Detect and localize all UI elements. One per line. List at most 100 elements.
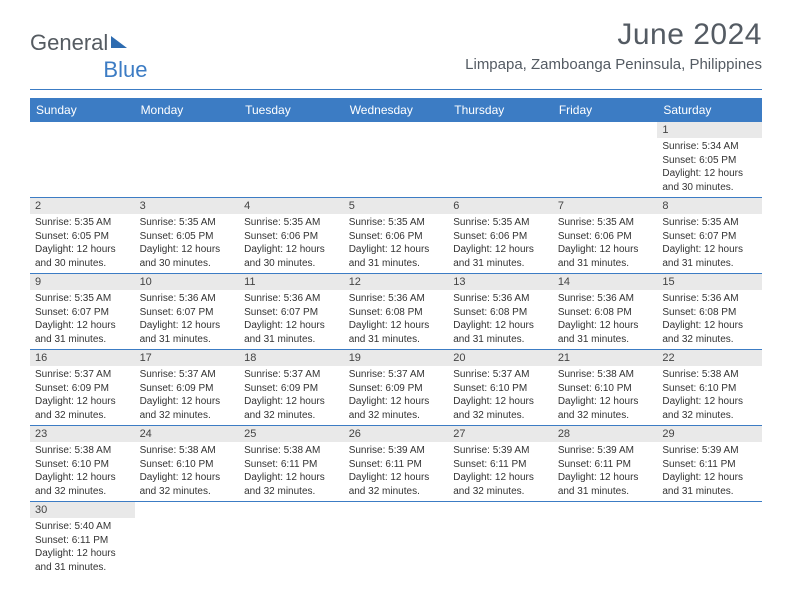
day-number bbox=[30, 122, 135, 138]
day-number bbox=[553, 502, 658, 518]
calendar-week-row: 30Sunrise: 5:40 AMSunset: 6:11 PMDayligh… bbox=[30, 502, 762, 578]
day-number: 9 bbox=[30, 274, 135, 290]
day-number: 13 bbox=[448, 274, 553, 290]
day-number: 8 bbox=[657, 198, 762, 214]
day-details: Sunrise: 5:39 AMSunset: 6:11 PMDaylight:… bbox=[344, 442, 449, 501]
day-header: Wednesday bbox=[344, 98, 449, 122]
calendar-day-cell: 17Sunrise: 5:37 AMSunset: 6:09 PMDayligh… bbox=[135, 350, 240, 426]
calendar-day-cell bbox=[135, 122, 240, 198]
day-details: Sunrise: 5:36 AMSunset: 6:08 PMDaylight:… bbox=[657, 290, 762, 349]
calendar-day-cell: 14Sunrise: 5:36 AMSunset: 6:08 PMDayligh… bbox=[553, 274, 658, 350]
calendar-table: SundayMondayTuesdayWednesdayThursdayFrid… bbox=[30, 98, 762, 577]
calendar-body: 1Sunrise: 5:34 AMSunset: 6:05 PMDaylight… bbox=[30, 122, 762, 577]
day-number bbox=[344, 122, 449, 138]
day-number: 21 bbox=[553, 350, 658, 366]
day-details: Sunrise: 5:37 AMSunset: 6:09 PMDaylight:… bbox=[344, 366, 449, 425]
day-header: Friday bbox=[553, 98, 658, 122]
day-details: Sunrise: 5:35 AMSunset: 6:06 PMDaylight:… bbox=[553, 214, 658, 273]
day-number: 10 bbox=[135, 274, 240, 290]
day-details: Sunrise: 5:38 AMSunset: 6:11 PMDaylight:… bbox=[239, 442, 344, 501]
calendar-day-cell: 21Sunrise: 5:38 AMSunset: 6:10 PMDayligh… bbox=[553, 350, 658, 426]
day-number bbox=[657, 502, 762, 518]
day-number bbox=[448, 502, 553, 518]
day-number: 14 bbox=[553, 274, 658, 290]
title-block: June 2024 Limpapa, Zamboanga Peninsula, … bbox=[465, 18, 762, 73]
calendar-day-cell: 20Sunrise: 5:37 AMSunset: 6:10 PMDayligh… bbox=[448, 350, 553, 426]
day-number: 28 bbox=[553, 426, 658, 442]
calendar-day-cell: 3Sunrise: 5:35 AMSunset: 6:05 PMDaylight… bbox=[135, 198, 240, 274]
day-details: Sunrise: 5:38 AMSunset: 6:10 PMDaylight:… bbox=[553, 366, 658, 425]
day-details: Sunrise: 5:39 AMSunset: 6:11 PMDaylight:… bbox=[553, 442, 658, 501]
day-header: Monday bbox=[135, 98, 240, 122]
day-number: 29 bbox=[657, 426, 762, 442]
calendar-day-cell: 27Sunrise: 5:39 AMSunset: 6:11 PMDayligh… bbox=[448, 426, 553, 502]
day-number: 30 bbox=[30, 502, 135, 518]
calendar-day-cell bbox=[239, 122, 344, 198]
day-details: Sunrise: 5:36 AMSunset: 6:08 PMDaylight:… bbox=[553, 290, 658, 349]
day-number: 5 bbox=[344, 198, 449, 214]
logo: General bbox=[30, 30, 127, 56]
calendar-week-row: 23Sunrise: 5:38 AMSunset: 6:10 PMDayligh… bbox=[30, 426, 762, 502]
day-header: Tuesday bbox=[239, 98, 344, 122]
day-number: 15 bbox=[657, 274, 762, 290]
calendar-day-cell: 9Sunrise: 5:35 AMSunset: 6:07 PMDaylight… bbox=[30, 274, 135, 350]
calendar-day-cell: 6Sunrise: 5:35 AMSunset: 6:06 PMDaylight… bbox=[448, 198, 553, 274]
calendar-day-cell: 11Sunrise: 5:36 AMSunset: 6:07 PMDayligh… bbox=[239, 274, 344, 350]
day-details: Sunrise: 5:35 AMSunset: 6:07 PMDaylight:… bbox=[657, 214, 762, 273]
day-number: 3 bbox=[135, 198, 240, 214]
calendar-day-cell: 4Sunrise: 5:35 AMSunset: 6:06 PMDaylight… bbox=[239, 198, 344, 274]
calendar-page: General June 2024 Limpapa, Zamboanga Pen… bbox=[0, 0, 792, 587]
calendar-day-cell bbox=[553, 122, 658, 198]
logo-text-blue: Blue bbox=[103, 57, 147, 83]
day-number: 11 bbox=[239, 274, 344, 290]
day-header-row: SundayMondayTuesdayWednesdayThursdayFrid… bbox=[30, 98, 762, 122]
logo-text-general: General bbox=[30, 30, 108, 56]
day-number: 26 bbox=[344, 426, 449, 442]
day-number: 6 bbox=[448, 198, 553, 214]
day-header: Saturday bbox=[657, 98, 762, 122]
day-number: 17 bbox=[135, 350, 240, 366]
day-header: Sunday bbox=[30, 98, 135, 122]
day-header: Thursday bbox=[448, 98, 553, 122]
day-number: 4 bbox=[239, 198, 344, 214]
day-details: Sunrise: 5:39 AMSunset: 6:11 PMDaylight:… bbox=[657, 442, 762, 501]
day-details: Sunrise: 5:37 AMSunset: 6:10 PMDaylight:… bbox=[448, 366, 553, 425]
day-details: Sunrise: 5:40 AMSunset: 6:11 PMDaylight:… bbox=[30, 518, 135, 577]
calendar-day-cell: 24Sunrise: 5:38 AMSunset: 6:10 PMDayligh… bbox=[135, 426, 240, 502]
calendar-day-cell: 19Sunrise: 5:37 AMSunset: 6:09 PMDayligh… bbox=[344, 350, 449, 426]
day-details: Sunrise: 5:38 AMSunset: 6:10 PMDaylight:… bbox=[30, 442, 135, 501]
day-details: Sunrise: 5:36 AMSunset: 6:08 PMDaylight:… bbox=[448, 290, 553, 349]
day-number: 27 bbox=[448, 426, 553, 442]
day-details: Sunrise: 5:39 AMSunset: 6:11 PMDaylight:… bbox=[448, 442, 553, 501]
day-number bbox=[553, 122, 658, 138]
day-details: Sunrise: 5:36 AMSunset: 6:07 PMDaylight:… bbox=[135, 290, 240, 349]
logo-sail-icon bbox=[111, 36, 127, 48]
calendar-week-row: 1Sunrise: 5:34 AMSunset: 6:05 PMDaylight… bbox=[30, 122, 762, 198]
calendar-day-cell: 8Sunrise: 5:35 AMSunset: 6:07 PMDaylight… bbox=[657, 198, 762, 274]
day-number: 23 bbox=[30, 426, 135, 442]
day-details: Sunrise: 5:35 AMSunset: 6:06 PMDaylight:… bbox=[344, 214, 449, 273]
calendar-day-cell: 29Sunrise: 5:39 AMSunset: 6:11 PMDayligh… bbox=[657, 426, 762, 502]
calendar-day-cell bbox=[135, 502, 240, 578]
day-number bbox=[239, 502, 344, 518]
calendar-day-cell: 25Sunrise: 5:38 AMSunset: 6:11 PMDayligh… bbox=[239, 426, 344, 502]
day-details: Sunrise: 5:35 AMSunset: 6:05 PMDaylight:… bbox=[30, 214, 135, 273]
calendar-day-cell: 7Sunrise: 5:35 AMSunset: 6:06 PMDaylight… bbox=[553, 198, 658, 274]
calendar-day-cell: 26Sunrise: 5:39 AMSunset: 6:11 PMDayligh… bbox=[344, 426, 449, 502]
day-number: 19 bbox=[344, 350, 449, 366]
day-number bbox=[448, 122, 553, 138]
calendar-day-cell bbox=[30, 122, 135, 198]
calendar-day-cell: 12Sunrise: 5:36 AMSunset: 6:08 PMDayligh… bbox=[344, 274, 449, 350]
day-details: Sunrise: 5:36 AMSunset: 6:08 PMDaylight:… bbox=[344, 290, 449, 349]
month-title: June 2024 bbox=[465, 18, 762, 52]
day-details: Sunrise: 5:35 AMSunset: 6:07 PMDaylight:… bbox=[30, 290, 135, 349]
day-number: 12 bbox=[344, 274, 449, 290]
day-number: 7 bbox=[553, 198, 658, 214]
day-number: 16 bbox=[30, 350, 135, 366]
location-label: Limpapa, Zamboanga Peninsula, Philippine… bbox=[465, 56, 762, 73]
day-number: 22 bbox=[657, 350, 762, 366]
day-number: 2 bbox=[30, 198, 135, 214]
calendar-day-cell: 18Sunrise: 5:37 AMSunset: 6:09 PMDayligh… bbox=[239, 350, 344, 426]
calendar-day-cell: 30Sunrise: 5:40 AMSunset: 6:11 PMDayligh… bbox=[30, 502, 135, 578]
calendar-week-row: 16 Sunrise: 5:37 AMSunset: 6:09 PMDayligh… bbox=[30, 350, 762, 426]
